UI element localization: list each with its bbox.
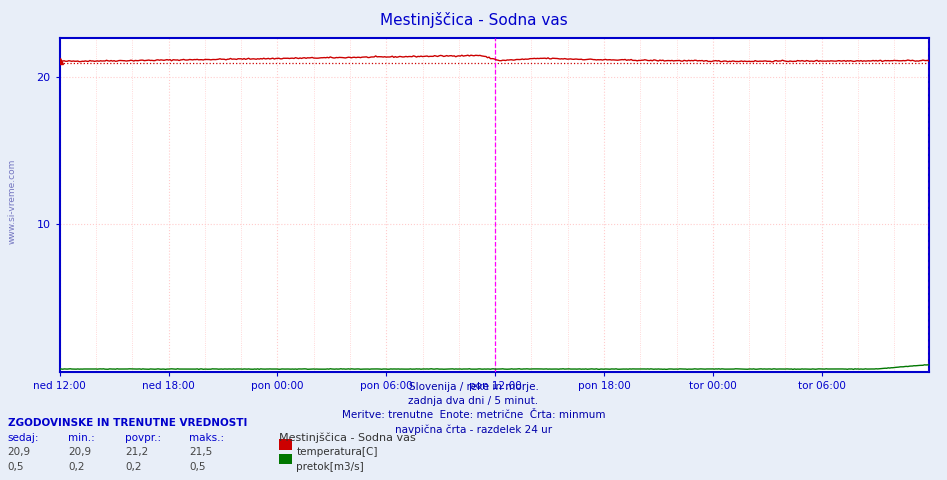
Text: www.si-vreme.com: www.si-vreme.com <box>8 159 17 244</box>
Text: Mestinjščica - Sodna vas: Mestinjščica - Sodna vas <box>279 433 416 444</box>
Text: 0,5: 0,5 <box>189 462 205 472</box>
Text: 0,2: 0,2 <box>68 462 84 472</box>
Text: 0,2: 0,2 <box>125 462 141 472</box>
Text: Meritve: trenutne  Enote: metrične  Črta: minmum: Meritve: trenutne Enote: metrične Črta: … <box>342 410 605 420</box>
Text: maks.:: maks.: <box>189 433 224 443</box>
Text: ZGODOVINSKE IN TRENUTNE VREDNOSTI: ZGODOVINSKE IN TRENUTNE VREDNOSTI <box>8 418 247 428</box>
Text: 20,9: 20,9 <box>68 447 91 457</box>
Text: min.:: min.: <box>68 433 95 443</box>
Text: 21,5: 21,5 <box>189 447 213 457</box>
Text: zadnja dva dni / 5 minut.: zadnja dva dni / 5 minut. <box>408 396 539 406</box>
Text: 20,9: 20,9 <box>8 447 30 457</box>
Text: navpična črta - razdelek 24 ur: navpična črta - razdelek 24 ur <box>395 425 552 435</box>
Text: Mestinjščica - Sodna vas: Mestinjščica - Sodna vas <box>380 12 567 28</box>
Text: Slovenija / reke in morje.: Slovenija / reke in morje. <box>408 382 539 392</box>
Text: pretok[m3/s]: pretok[m3/s] <box>296 462 365 472</box>
Text: 21,2: 21,2 <box>125 447 149 457</box>
Text: 0,5: 0,5 <box>8 462 24 472</box>
Text: temperatura[C]: temperatura[C] <box>296 447 378 457</box>
Text: sedaj:: sedaj: <box>8 433 39 443</box>
Text: povpr.:: povpr.: <box>125 433 161 443</box>
